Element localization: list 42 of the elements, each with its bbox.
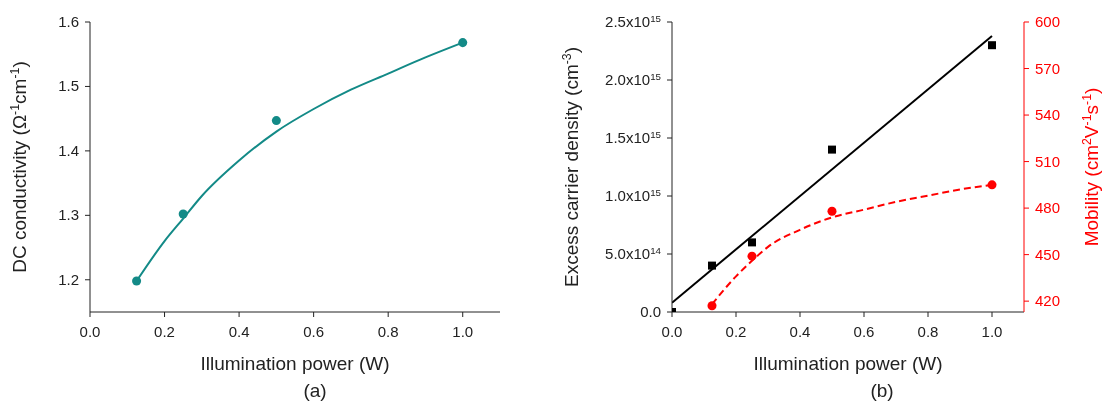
x-tick-label: 0.8 [377, 323, 399, 340]
y-tick-label: 1.5x10$^{15}$ [605, 128, 662, 146]
y-tick-label: 5.0x10$^{14}$ [605, 244, 662, 262]
point [747, 251, 757, 261]
point [178, 209, 188, 219]
x-tick-label: 0.8 [917, 323, 939, 340]
y-tick-label: 1.0x10$^{15}$ [605, 186, 662, 204]
x-tick-label: 0.6 [853, 323, 875, 340]
y-tick-label: 2.0x10$^{15}$ [605, 70, 662, 88]
y-tick-label: 0.0 [640, 303, 661, 320]
y-tick-label: 1.3 [58, 206, 79, 224]
x-tick-label: 0.4 [228, 323, 250, 340]
x-tick-label: 0.4 [789, 323, 811, 340]
y-tick-label: 1.6 [58, 13, 79, 30]
y2-tick-label: 420 [1035, 292, 1061, 310]
x-tick-label: 0.6 [303, 323, 325, 340]
y2-tick-label: 510 [1035, 152, 1061, 170]
point [987, 180, 997, 190]
y2-tick-label: 450 [1035, 245, 1061, 263]
y2-tick-label: 600 [1035, 13, 1061, 30]
text: (a) [302, 380, 328, 402]
y-tick-label: 1.4 [58, 141, 79, 159]
y-tick-label: 1.5 [58, 77, 79, 95]
point [707, 301, 717, 311]
y2-tick-label: 480 [1035, 199, 1061, 217]
point [827, 206, 837, 216]
y-tick-label: 1.2 [58, 270, 79, 288]
x-tick-label: 0.2 [154, 323, 175, 340]
text: (b) [869, 380, 895, 402]
x-tick-label: 1.0 [452, 323, 474, 340]
x-tick-label: 1.0 [981, 323, 1003, 340]
x-tick-label: 0.0 [79, 323, 101, 340]
point [132, 276, 142, 286]
point [458, 38, 468, 48]
x-tick-label: 0.0 [661, 323, 683, 340]
x-axis-title: Illumination power (W) [753, 353, 943, 374]
y2-tick-label: 570 [1035, 59, 1061, 77]
point [271, 116, 281, 126]
x-axis-title: Illumination power (W) [200, 353, 390, 374]
y-tick-label: 2.5x10$^{15}$ [605, 12, 662, 30]
x-tick-label: 0.2 [725, 323, 747, 340]
y2-tick-label: 540 [1035, 106, 1061, 124]
